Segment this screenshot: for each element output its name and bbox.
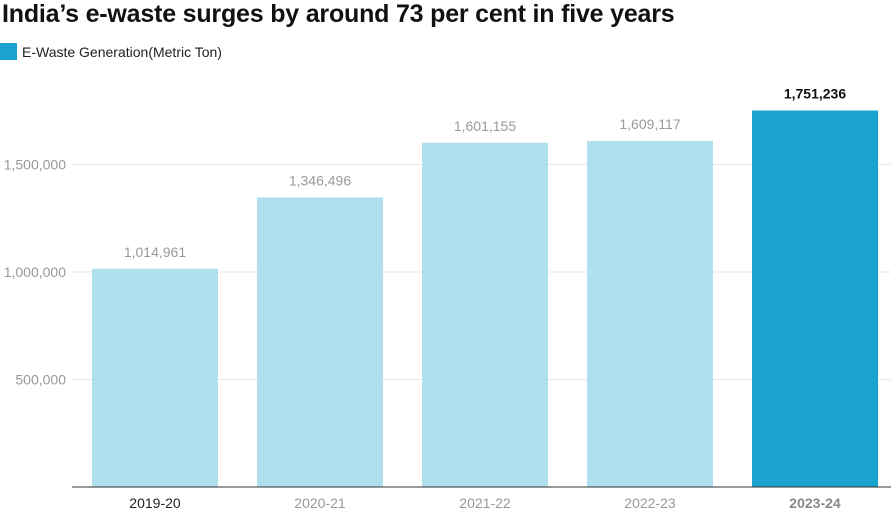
bar	[587, 141, 713, 487]
chart-title: India’s e-waste surges by around 73 per …	[2, 0, 675, 28]
data-label: 1,609,117	[619, 116, 680, 132]
data-label: 1,346,496	[289, 173, 351, 189]
bar	[257, 197, 383, 487]
x-tick-label: 2021-22	[459, 495, 511, 511]
x-tick-label: 2023-24	[789, 495, 841, 511]
y-tick-label: 1,500,000	[4, 157, 66, 173]
y-tick-label: 1,000,000	[4, 264, 66, 280]
data-label: 1,014,961	[124, 244, 186, 260]
legend-swatch	[0, 43, 17, 60]
legend-label: E-Waste Generation(Metric Ton)	[22, 43, 222, 60]
y-tick-label: 500,000	[15, 372, 66, 388]
bar	[752, 110, 878, 488]
x-tick-label: 2019-20	[129, 495, 181, 511]
data-label: 1,751,236	[784, 85, 846, 101]
bar	[422, 142, 548, 487]
legend: E-Waste Generation(Metric Ton)	[0, 43, 222, 60]
x-tick-label: 2020-21	[294, 495, 346, 511]
bar	[92, 268, 218, 487]
data-label: 1,601,155	[454, 118, 516, 134]
x-tick-label: 2022-23	[624, 495, 676, 511]
